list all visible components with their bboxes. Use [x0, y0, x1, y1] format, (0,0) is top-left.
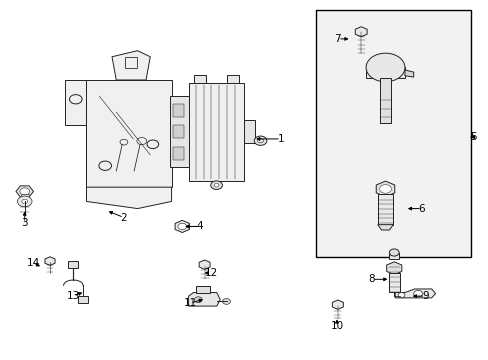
Polygon shape [78, 296, 88, 303]
Polygon shape [404, 70, 413, 77]
Polygon shape [188, 293, 220, 306]
Polygon shape [366, 67, 404, 78]
Circle shape [178, 223, 186, 230]
Circle shape [388, 249, 398, 256]
Text: 10: 10 [330, 321, 343, 331]
Polygon shape [188, 83, 244, 181]
Text: 13: 13 [66, 291, 80, 301]
Circle shape [194, 297, 202, 302]
Text: 12: 12 [204, 268, 218, 278]
Polygon shape [394, 289, 435, 298]
Polygon shape [377, 225, 392, 230]
Polygon shape [244, 120, 255, 143]
Text: 9: 9 [421, 291, 428, 301]
Circle shape [379, 185, 390, 193]
Circle shape [214, 183, 219, 187]
Text: 5: 5 [470, 132, 476, 142]
Polygon shape [377, 194, 392, 225]
Polygon shape [86, 187, 171, 208]
Polygon shape [173, 147, 183, 159]
Polygon shape [332, 300, 343, 309]
Polygon shape [45, 257, 55, 265]
Polygon shape [21, 194, 29, 199]
Polygon shape [375, 181, 394, 197]
Circle shape [20, 188, 30, 195]
Polygon shape [64, 80, 86, 125]
Polygon shape [355, 27, 366, 37]
Text: 3: 3 [21, 218, 28, 228]
Polygon shape [196, 286, 210, 293]
Circle shape [210, 181, 222, 189]
Polygon shape [388, 253, 398, 258]
Polygon shape [16, 186, 33, 197]
Polygon shape [227, 75, 239, 83]
Polygon shape [388, 273, 399, 292]
Polygon shape [68, 261, 78, 267]
Polygon shape [379, 78, 390, 123]
Polygon shape [175, 220, 189, 233]
Text: 8: 8 [368, 274, 374, 284]
Polygon shape [194, 75, 205, 83]
Polygon shape [173, 104, 183, 117]
Polygon shape [386, 262, 401, 275]
Text: 6: 6 [418, 203, 425, 213]
Circle shape [254, 136, 266, 145]
Polygon shape [199, 260, 210, 269]
Polygon shape [86, 80, 171, 187]
Text: 1: 1 [277, 134, 284, 144]
Circle shape [222, 298, 230, 304]
Text: 14: 14 [26, 258, 40, 268]
Circle shape [18, 196, 32, 207]
Text: 11: 11 [183, 298, 196, 308]
Circle shape [413, 291, 422, 297]
Circle shape [397, 293, 404, 297]
Polygon shape [170, 96, 188, 167]
Text: 7: 7 [334, 34, 341, 44]
Polygon shape [173, 125, 183, 138]
Text: 2: 2 [121, 212, 127, 222]
Polygon shape [112, 51, 150, 80]
Text: 4: 4 [196, 221, 203, 231]
Bar [316, 10, 469, 257]
Circle shape [366, 53, 404, 82]
Circle shape [22, 199, 28, 203]
